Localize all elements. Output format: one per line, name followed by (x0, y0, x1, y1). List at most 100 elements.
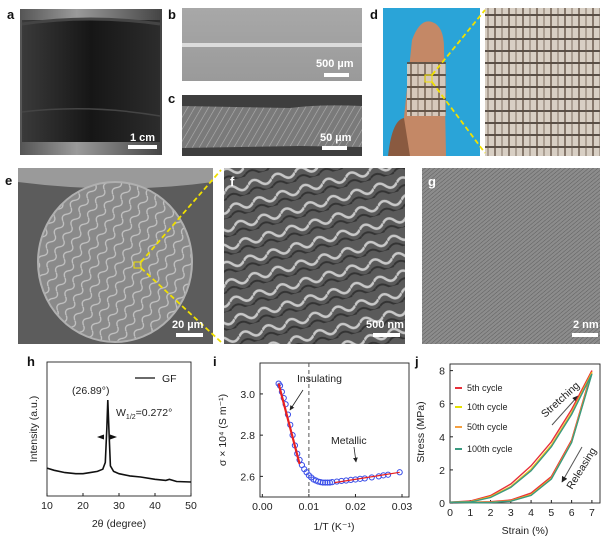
panel-e: e 20 µm (5, 168, 222, 344)
fiber (182, 43, 362, 47)
chart-i-conductivity: i 1/T (K⁻¹) σ × 10⁴ (S m⁻¹) Insulating M… (213, 354, 412, 533)
scale-bar-label: 500 nm (366, 319, 404, 331)
data-point (317, 479, 324, 486)
zoom-guide-line (431, 81, 486, 154)
panel-label: c (168, 91, 175, 106)
x-axis-label: Strain (%) (502, 525, 549, 537)
sem-image-wrinkled-sheets (224, 168, 405, 344)
y-tick-label: 2.6 (240, 471, 255, 483)
data-point (326, 479, 333, 486)
panel-label: b (168, 7, 176, 22)
y-tick-label: 8 (439, 366, 445, 378)
panel-b: b 500 µm (168, 7, 362, 81)
panel-label: f (230, 174, 235, 189)
peak-position-label: (26.89°) (72, 385, 109, 397)
panel-c: c 50 µm (168, 91, 362, 156)
panel-label: a (7, 7, 15, 22)
legend-label: 10th cycle (467, 402, 508, 412)
scale-bar (373, 333, 400, 337)
panel-label: d (370, 7, 378, 22)
zoom-guide-line (140, 169, 222, 263)
releasing-arrow (561, 446, 583, 483)
stretching-label: Stretching (539, 380, 582, 421)
y-tick-label: 4 (439, 432, 445, 444)
xrd-line-gf (46, 399, 192, 483)
fwhm-arrows (97, 434, 117, 440)
metallic-arrow (353, 446, 358, 463)
panel-d: d (370, 7, 600, 157)
metallic-label: Metallic (331, 435, 367, 447)
finger-photo (383, 8, 480, 157)
fit-line-metallic (334, 471, 400, 484)
data-point (322, 479, 329, 486)
zoom-box (133, 261, 142, 269)
x-tick-label: 0 (447, 507, 453, 519)
x-tick-label: 7 (589, 507, 595, 519)
panel-g: g 2 nm (422, 168, 600, 344)
y-tick-label: 3.0 (240, 389, 255, 401)
x-tick-label: 3 (508, 507, 514, 519)
panel-label: j (414, 354, 419, 369)
curve-100th-cycle (449, 373, 593, 504)
y-axis-label: σ × 10⁴ (S m⁻¹) (217, 394, 229, 466)
x-tick-label: 6 (569, 507, 575, 519)
plot-frame (259, 362, 410, 498)
fiber-cross-section (37, 181, 193, 343)
tem-image-lattice (422, 168, 600, 344)
mesh-closeup-photo (485, 8, 600, 156)
scale-bar (572, 333, 598, 337)
x-axis-label: 2θ (degree) (92, 518, 146, 530)
x-tick-label: 0.03 (392, 501, 413, 513)
plot-frame (449, 363, 601, 504)
panel-label: e (5, 173, 12, 188)
scale-bar-label: 1 cm (130, 132, 155, 144)
legend-label: GF (162, 373, 177, 385)
fwhm-label: W1/2=0.272° (116, 407, 172, 421)
scale-bar (128, 145, 157, 149)
scale-bar-label: 500 µm (316, 58, 354, 70)
y-axis-label: Intensity (a.u.) (28, 396, 40, 463)
panel-a: a 1 cm (7, 7, 162, 155)
panel-f: f 500 nm (224, 168, 405, 344)
x-tick-label: 0.01 (299, 501, 320, 513)
scale-bar (322, 146, 347, 150)
y-tick-label: 6 (439, 399, 445, 411)
scale-bar-label: 2 nm (573, 319, 599, 331)
x-tick-label: 4 (528, 507, 534, 519)
x-tick-label: 50 (185, 500, 197, 512)
y-axis-label: Stress (MPa) (415, 401, 427, 462)
panel-label: h (27, 354, 35, 369)
scale-bar-label: 50 µm (320, 132, 352, 144)
scale-bar (324, 73, 349, 77)
x-axis-label: 1/T (K⁻¹) (314, 521, 355, 533)
data-point (319, 479, 326, 486)
y-tick-label: 2 (439, 465, 445, 477)
data-point (324, 479, 331, 486)
fiber-surface (182, 105, 362, 148)
x-tick-label: 20 (77, 500, 89, 512)
x-tick-label: 0.00 (252, 501, 273, 513)
x-tick-label: 2 (488, 507, 494, 519)
y-tick-label: 2.8 (240, 430, 255, 442)
fit-line-insulating (277, 383, 301, 465)
zoom-guide-line (431, 9, 486, 76)
panel-label: i (213, 354, 217, 369)
x-tick-label: 0.02 (345, 501, 366, 513)
chart-h-xrd: h 2θ (degree) Intensity (a.u.) GF (26.89… (27, 354, 197, 530)
scale-bar-label: 20 µm (172, 319, 204, 331)
chart-j-stress-strain: j Strain (%) Stress (MPa) Stretching Rel… (414, 354, 601, 537)
fabric-photo (20, 9, 162, 155)
x-tick-label: 40 (149, 500, 161, 512)
x-tick-label: 30 (113, 500, 125, 512)
scale-bar (176, 333, 203, 337)
insulating-label: Insulating (297, 373, 342, 385)
legend-label: 50th cycle (467, 422, 508, 432)
x-tick-label: 10 (41, 500, 53, 512)
y-tick-label: 0 (439, 498, 445, 510)
x-tick-label: 1 (467, 507, 473, 519)
zoom-guide-line (140, 267, 222, 343)
x-tick-label: 5 (548, 507, 554, 519)
legend-label: 100th cycle (467, 444, 513, 454)
insulating-arrow (289, 389, 304, 411)
